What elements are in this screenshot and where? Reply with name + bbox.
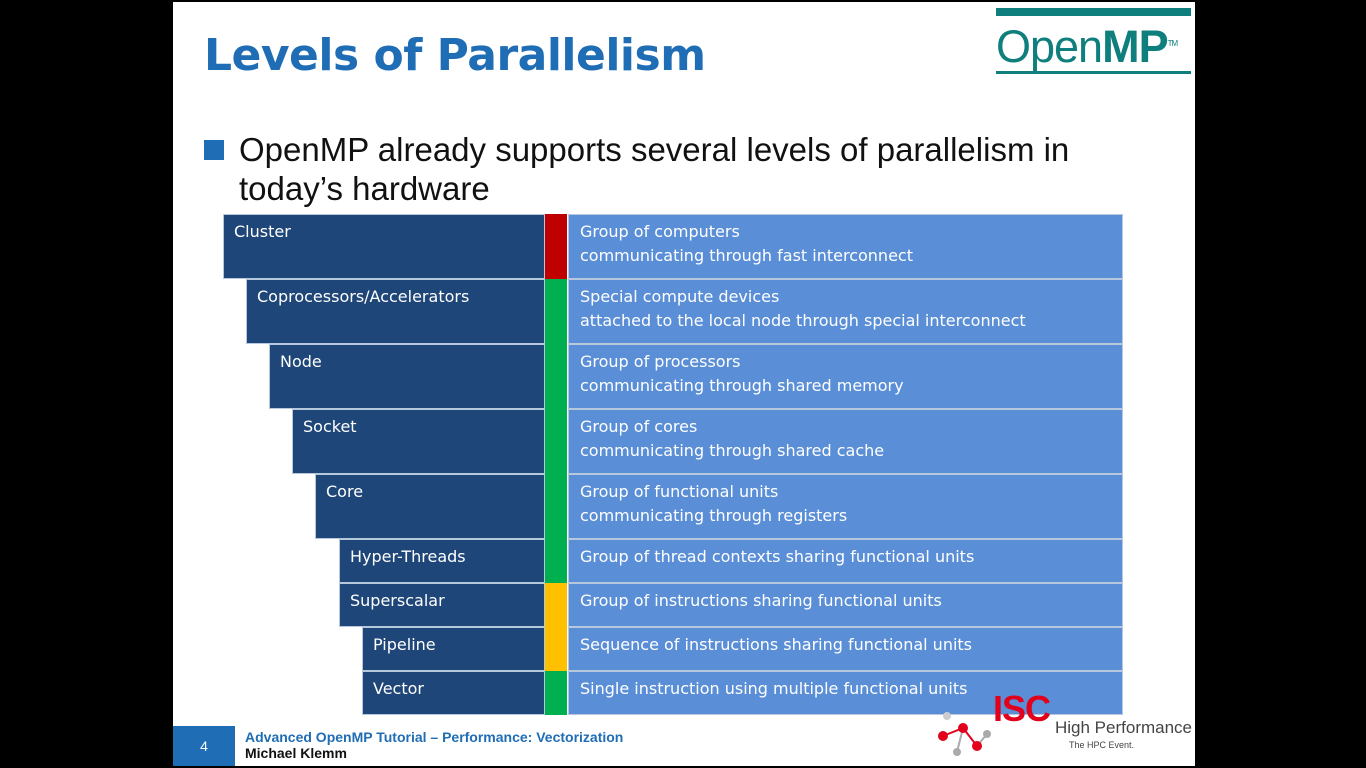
level-description: Group of computers communicating through … xyxy=(568,214,1123,279)
level-indicator xyxy=(545,474,567,539)
level-description-line2: communicating through shared cache xyxy=(580,441,885,460)
level-indicator xyxy=(545,279,567,344)
level-name: Hyper-Threads xyxy=(339,539,545,583)
level-description-line2: communicating through registers xyxy=(580,506,848,525)
bullet-text: OpenMP already supports several levels o… xyxy=(239,131,1070,207)
logo-tm: TM xyxy=(1167,39,1179,48)
level-name: Pipeline xyxy=(362,627,545,671)
level-description: Group of thread contexts sharing functio… xyxy=(568,539,1123,583)
level-description-line2: attached to the local node through speci… xyxy=(580,311,1026,330)
slide: Levels of Parallelism OpenMPTM OpenMP al… xyxy=(173,2,1195,766)
level-description-line2: communicating through fast interconnect xyxy=(580,246,913,265)
level-indicator xyxy=(545,409,567,474)
level-indicator xyxy=(545,214,567,279)
level-description-line1: Group of processors xyxy=(580,352,741,371)
level-description: Group of instructions sharing functional… xyxy=(568,583,1123,627)
isc-network-icon xyxy=(938,712,991,756)
level-name: Core xyxy=(315,474,545,539)
openmp-logo: OpenMPTM xyxy=(996,8,1191,80)
level-name: Cluster xyxy=(223,214,545,279)
level-name: Node xyxy=(269,344,545,409)
logo-text: OpenMPTM xyxy=(996,18,1179,73)
logo-text-open: Open xyxy=(996,21,1103,72)
logo-text-mp: MP xyxy=(1102,21,1168,72)
level-indicator xyxy=(545,539,567,583)
slide-title: Levels of Parallelism xyxy=(204,30,706,81)
level-description-line1: Group of instructions sharing functional… xyxy=(580,591,942,610)
level-description-line1: Group of thread contexts sharing functio… xyxy=(580,547,975,566)
footer: Advanced OpenMP Tutorial – Performance: … xyxy=(245,729,623,761)
level-description-line1: Group of computers xyxy=(580,222,740,241)
level-description-line1: Group of cores xyxy=(580,417,698,436)
level-indicator xyxy=(545,583,567,627)
level-description: Single instruction using multiple functi… xyxy=(568,671,1123,715)
level-name: Vector xyxy=(362,671,545,715)
level-indicator xyxy=(545,671,567,715)
footer-title: Advanced OpenMP Tutorial – Performance: … xyxy=(245,729,624,745)
isc-logo: ISC High Performance The HPC Event. xyxy=(933,688,1195,766)
footer-author: Michael Klemm xyxy=(245,745,347,761)
level-description: Group of cores communicating through shar… xyxy=(568,409,1123,474)
level-description-line1: Sequence of instructions sharing functio… xyxy=(580,635,973,654)
bullet-square-icon xyxy=(204,140,224,160)
level-description-line1: Single instruction using multiple functi… xyxy=(580,679,968,698)
page-number: 4 xyxy=(173,726,235,766)
level-indicator xyxy=(545,344,567,409)
level-description: Group of functional units communicating t… xyxy=(568,474,1123,539)
level-description: Sequence of instructions sharing functio… xyxy=(568,627,1123,671)
isc-tagline: High Performance xyxy=(1055,718,1193,737)
level-name: Superscalar xyxy=(339,583,545,627)
level-description: Special compute devices attached to the l… xyxy=(568,279,1123,344)
level-description-line1: Special compute devices xyxy=(580,287,780,306)
isc-brand: ISC xyxy=(993,688,1051,729)
level-description: Group of processors communicating through… xyxy=(568,344,1123,409)
level-name: Coprocessors/Accelerators xyxy=(246,279,545,344)
level-name: Socket xyxy=(292,409,545,474)
level-indicator xyxy=(545,627,567,671)
level-description-line2: communicating through shared memory xyxy=(580,376,904,395)
level-description-line1: Group of functional units xyxy=(580,482,779,501)
isc-subtagline: The HPC Event. xyxy=(1069,740,1135,750)
logo-top-bar xyxy=(996,8,1191,16)
logo-bottom-bar xyxy=(996,71,1191,74)
